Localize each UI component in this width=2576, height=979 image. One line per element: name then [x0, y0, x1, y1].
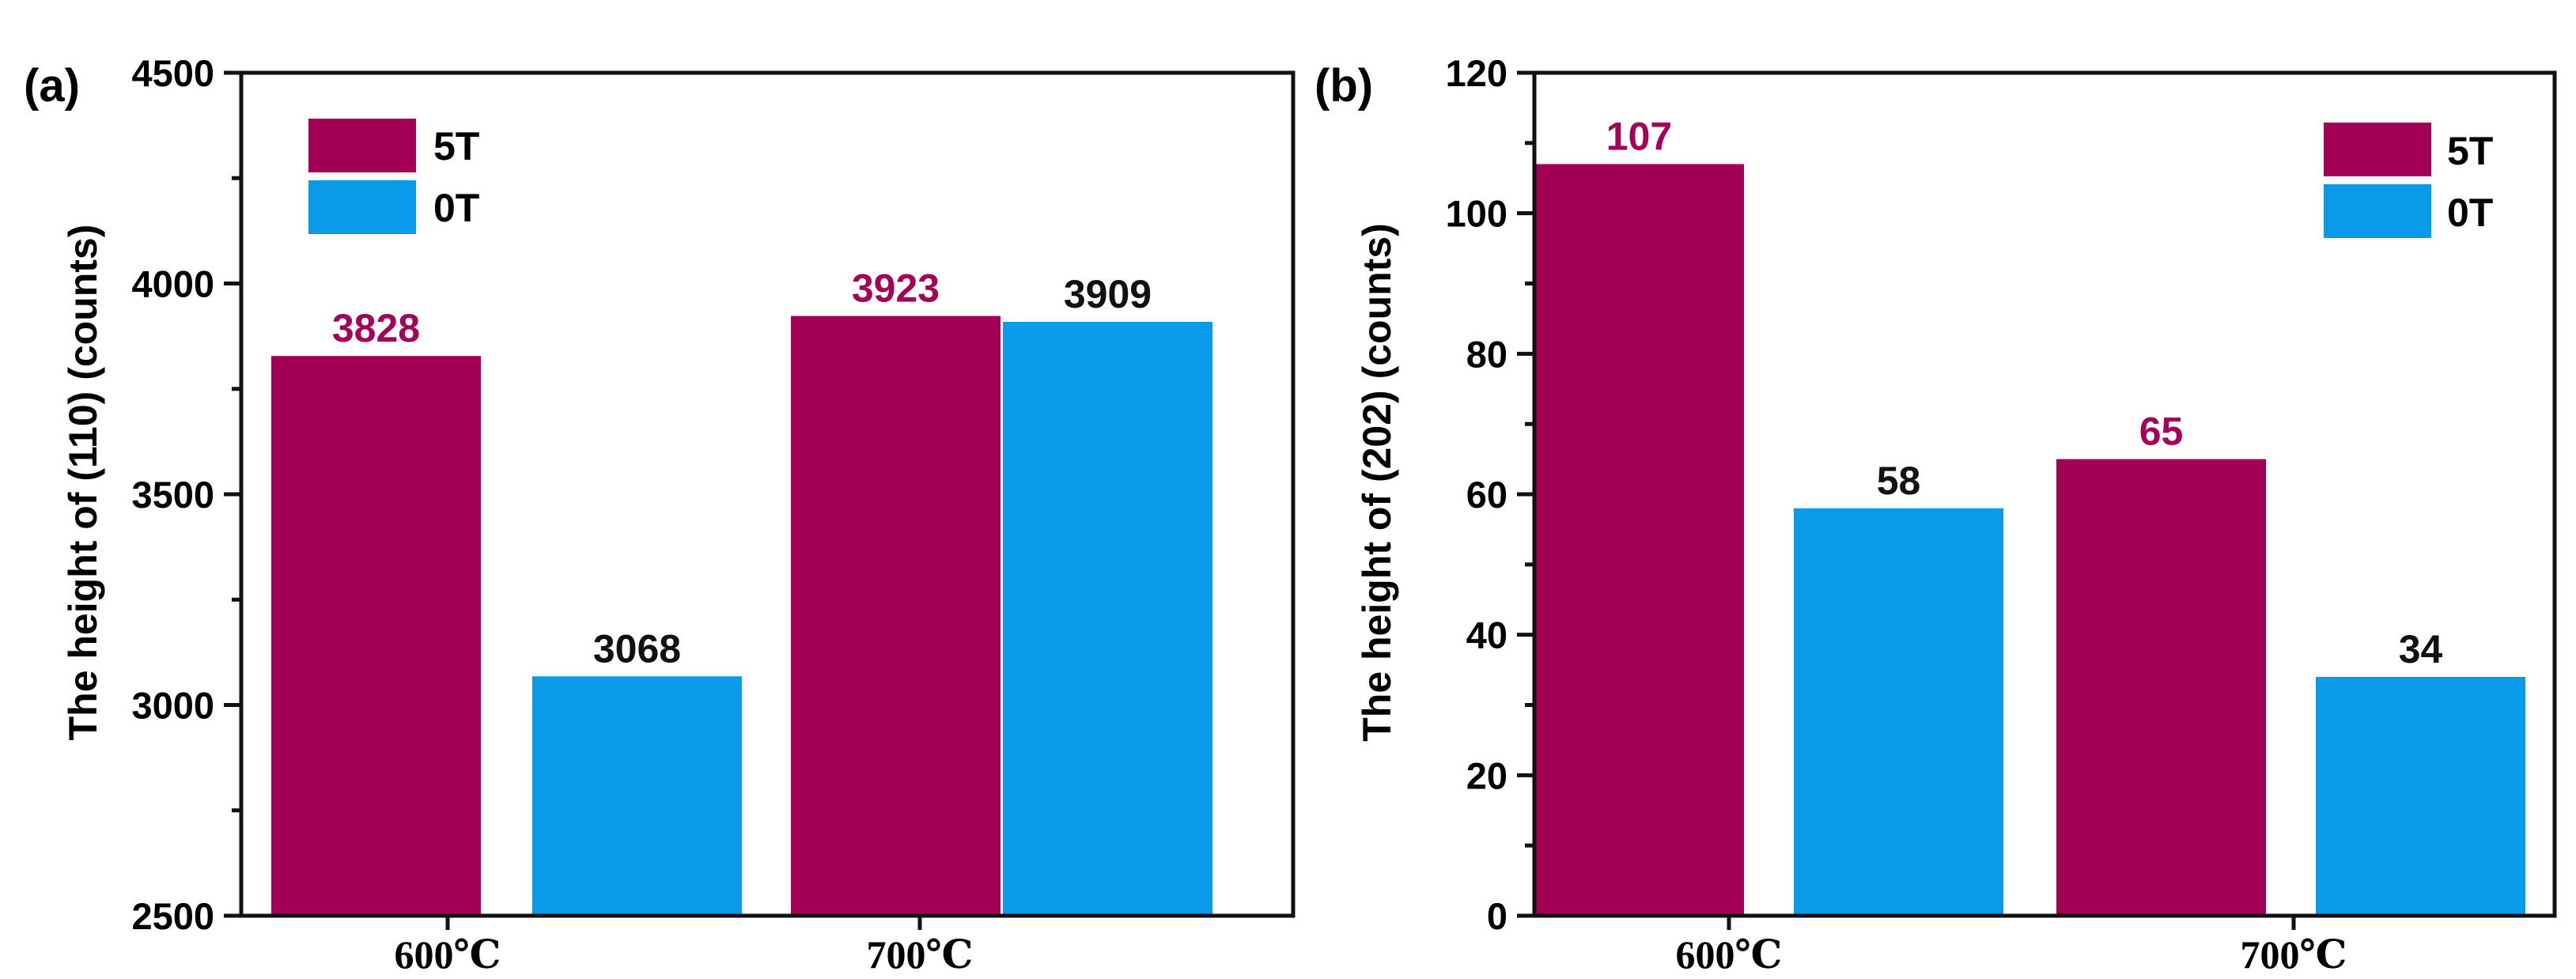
data-label-0t-2: 3909: [1064, 272, 1152, 316]
panel-a-legend-label-5t: 5T: [433, 124, 479, 168]
data-label-5t-2: 65: [2139, 410, 2184, 454]
panel-b-label: (b): [1314, 60, 1373, 112]
panel-a-data-labels: 3828 3923 3068 3909: [332, 266, 1152, 671]
bar-5t-2: [791, 316, 1001, 916]
bar-5t-1: [1534, 164, 1744, 916]
y-tick-label: 100: [1446, 193, 1507, 235]
y-tick-label: 0: [1487, 895, 1507, 937]
panel-a-y-ticks: 2500 3000 3500 4000 4500: [131, 52, 241, 937]
panel-a-legend-swatch-5t: [308, 119, 416, 172]
panel-a-bars: [271, 316, 1212, 916]
panel-b-legend-swatch-5t: [2324, 123, 2431, 176]
bar-5t-2: [2056, 459, 2266, 916]
panel-a-x-ticks: 600℃ 700℃: [395, 916, 974, 977]
y-tick-label: 2500: [131, 895, 214, 937]
panel-b-legend-label-0t: 0T: [2447, 191, 2493, 235]
panel-b-legend-swatch-0t: [2324, 184, 2431, 238]
panel-b-bars: [1534, 164, 2525, 916]
bar-0t-2: [1003, 322, 1212, 916]
panel-b-y-axis-title: The height of (202) (counts): [1355, 223, 1399, 742]
panel-a-plot-frame: [239, 70, 1296, 918]
data-label-0t-1: 58: [1877, 459, 1921, 503]
data-label-5t-2: 3923: [852, 266, 940, 311]
y-tick-label: 60: [1466, 474, 1507, 516]
bar-0t-2: [2316, 676, 2525, 916]
panel-a-legend-swatch-0t: [308, 180, 416, 234]
panel-a-y-axis-title: The height of (110) (counts): [61, 225, 105, 741]
panel-b-x-ticks: 600℃ 700℃: [1676, 916, 2347, 977]
panel-b-legend-label-5t: 5T: [2447, 129, 2493, 173]
bar-0t-1: [1794, 508, 2003, 916]
panel-b-legend: 5T 0T: [2324, 123, 2493, 238]
panel-b-data-labels: 107 65 58 34: [1606, 114, 2443, 671]
y-tick-label: 3000: [131, 685, 214, 727]
panel-a-label: (a): [24, 60, 80, 112]
y-tick-label: 4000: [131, 263, 214, 305]
panel-b-plot-frame: [1532, 70, 2557, 918]
data-label-5t-1: 3828: [332, 306, 420, 350]
panel-a: (a) The height of (110) (counts) 2500 300…: [24, 52, 1296, 977]
panel-b: (b) The height of (202) (counts) 0 20 40 60…: [1314, 52, 2557, 977]
y-tick-label: 80: [1466, 333, 1507, 375]
bar-0t-1: [532, 676, 742, 916]
x-tick-label: 600℃: [395, 932, 501, 977]
panel-a-legend: 5T 0T: [308, 119, 479, 234]
y-tick-label: 20: [1466, 754, 1507, 796]
panel-b-y-ticks: 0 20 40 60 80 100 120: [1446, 52, 1534, 937]
panel-a-legend-label-0t: 0T: [433, 186, 479, 230]
x-tick-label: 600℃: [1676, 932, 1783, 977]
data-label-5t-1: 107: [1606, 114, 1672, 158]
x-tick-label: 700℃: [2241, 932, 2347, 977]
y-tick-label: 3500: [131, 474, 214, 516]
x-tick-label: 700℃: [867, 932, 974, 977]
y-tick-label: 40: [1466, 614, 1507, 656]
y-tick-label: 120: [1446, 52, 1507, 94]
data-label-0t-1: 3068: [593, 626, 681, 671]
bar-5t-1: [271, 356, 481, 916]
y-tick-label: 4500: [131, 52, 214, 94]
data-label-0t-2: 34: [2399, 627, 2443, 671]
